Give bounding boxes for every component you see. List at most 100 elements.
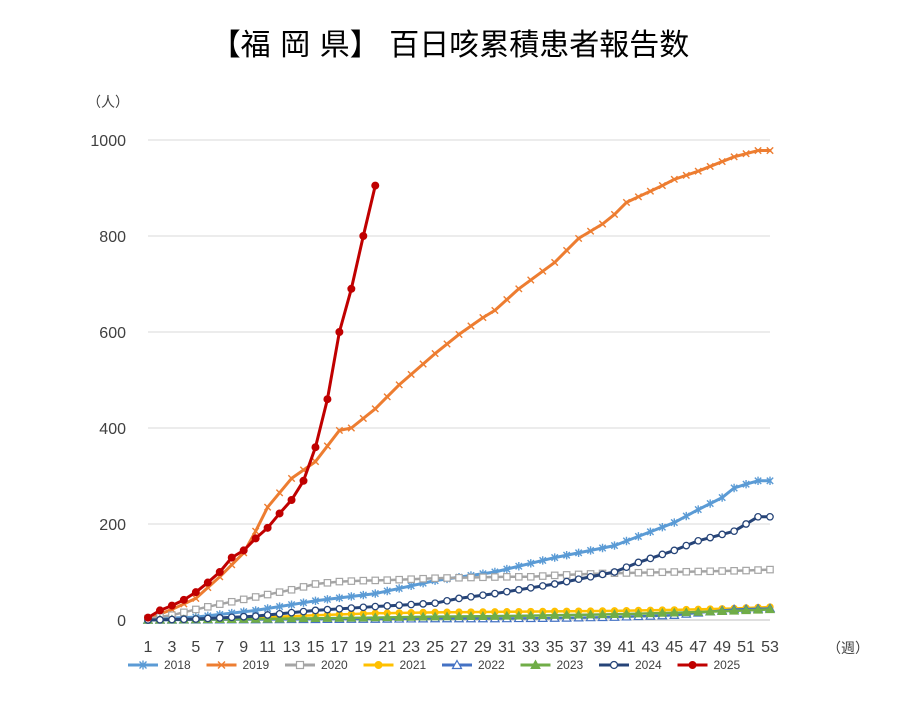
data-point — [706, 533, 715, 542]
data-point — [562, 551, 571, 560]
data-point — [275, 602, 284, 611]
legend-label: 2018 — [164, 658, 191, 672]
data-point — [645, 608, 656, 618]
data-point — [634, 193, 643, 201]
data-point — [407, 575, 415, 584]
data-point — [215, 600, 224, 608]
data-point — [694, 567, 703, 576]
data-point — [371, 181, 380, 190]
data-point — [168, 615, 176, 624]
data-point — [347, 592, 356, 601]
legend-label: 2020 — [321, 658, 348, 672]
x-tick-label: 53 — [761, 639, 779, 656]
data-point — [180, 615, 188, 624]
data-point — [263, 523, 272, 532]
data-point — [479, 573, 487, 582]
data-point — [251, 534, 260, 543]
x-tick-label: 33 — [522, 639, 540, 656]
data-point — [491, 306, 499, 315]
x-tick-label: 25 — [426, 639, 444, 656]
data-point — [227, 553, 236, 562]
data-point — [515, 562, 523, 571]
data-point — [371, 576, 380, 585]
x-tick-label: 41 — [618, 639, 636, 656]
series-2025 — [144, 181, 380, 622]
data-point — [622, 563, 631, 572]
x-tick-label: 5 — [191, 639, 200, 656]
data-point — [419, 360, 427, 368]
data-point — [359, 576, 368, 585]
data-point — [239, 612, 248, 621]
data-point — [646, 568, 655, 577]
data-point — [501, 610, 512, 620]
data-point — [550, 580, 559, 588]
data-point — [167, 601, 176, 610]
data-point — [694, 167, 702, 175]
data-point — [335, 593, 344, 603]
data-point — [323, 605, 332, 614]
data-point — [609, 609, 620, 618]
data-point — [634, 568, 643, 577]
data-point — [299, 598, 308, 607]
data-point — [515, 285, 523, 293]
data-point — [754, 512, 762, 521]
x-tick-label: 37 — [570, 639, 588, 656]
series-2020 — [144, 565, 774, 623]
data-point — [622, 198, 631, 207]
data-point — [359, 232, 368, 240]
data-point — [693, 606, 704, 616]
data-point — [347, 284, 356, 293]
data-point — [467, 322, 475, 330]
data-point — [287, 600, 296, 609]
chart-title: 【福 岡 県】 百日咳累積患者報告数 — [211, 28, 690, 63]
data-point — [658, 568, 667, 577]
data-point — [610, 568, 619, 576]
legend-label: 2019 — [243, 658, 270, 672]
data-point — [561, 609, 572, 619]
data-point — [573, 609, 584, 619]
x-tick-label: 9 — [239, 639, 248, 656]
data-point — [451, 659, 463, 670]
data-point — [477, 611, 488, 620]
data-point — [669, 607, 680, 617]
data-point — [263, 503, 272, 511]
data-point — [764, 604, 776, 614]
data-point — [441, 611, 453, 621]
data-point — [204, 602, 212, 611]
data-point — [574, 234, 583, 243]
data-point — [634, 558, 643, 567]
data-point — [730, 566, 738, 575]
data-point — [347, 577, 356, 585]
data-point — [610, 541, 619, 550]
data-point — [335, 577, 344, 586]
data-point — [515, 572, 523, 581]
data-point — [705, 606, 716, 616]
data-point — [286, 613, 297, 623]
data-point — [358, 612, 369, 622]
data-point — [275, 509, 284, 518]
data-point — [538, 572, 547, 580]
data-point — [694, 536, 703, 545]
data-point — [634, 532, 643, 541]
data-point — [754, 146, 762, 155]
data-point — [730, 527, 738, 536]
data-point — [192, 594, 200, 603]
data-point — [465, 611, 477, 621]
data-point — [251, 612, 260, 621]
legend-label: 2021 — [400, 658, 427, 672]
data-point — [275, 588, 284, 596]
x-tick-label: 23 — [402, 639, 420, 656]
data-point — [550, 258, 559, 267]
data-point — [657, 607, 668, 617]
data-point — [431, 599, 439, 608]
series-2024 — [144, 512, 774, 624]
data-point — [718, 530, 727, 539]
data-point — [217, 661, 226, 669]
data-point — [513, 610, 524, 620]
data-point — [287, 474, 296, 483]
data-point — [670, 518, 679, 527]
data-point — [347, 604, 356, 612]
data-point — [323, 595, 332, 604]
data-point — [215, 568, 224, 576]
data-point — [192, 605, 200, 614]
